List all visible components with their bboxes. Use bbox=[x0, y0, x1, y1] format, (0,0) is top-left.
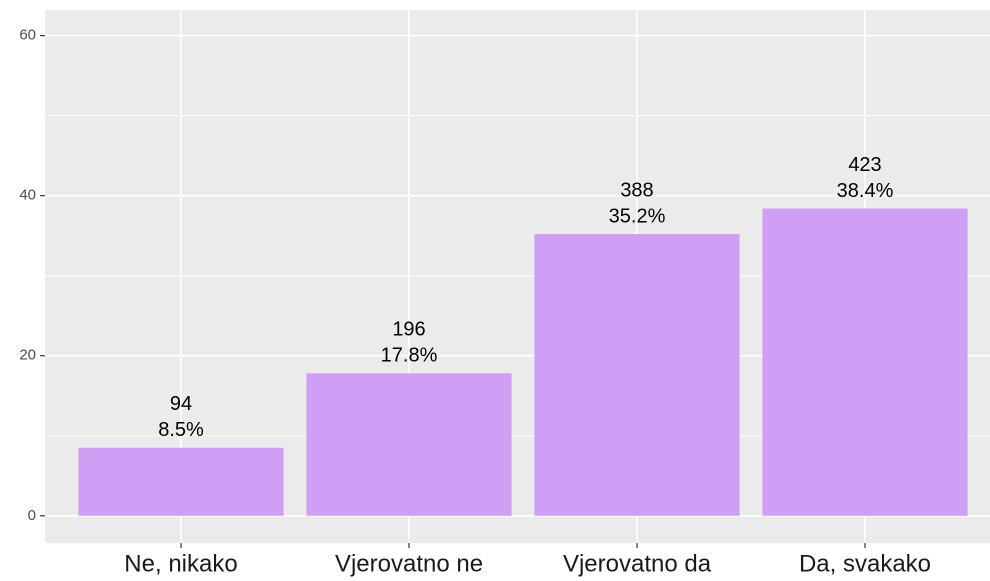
x-tick-label: Vjerovatno da bbox=[563, 550, 712, 577]
x-tick-label: Vjerovatno ne bbox=[335, 550, 483, 577]
y-tick-label: 60 bbox=[19, 27, 36, 44]
y-tick-label: 40 bbox=[19, 187, 36, 204]
bar bbox=[534, 234, 740, 516]
count-label: 423 bbox=[848, 154, 881, 176]
y-tick-label: 0 bbox=[28, 507, 36, 524]
bar bbox=[306, 373, 512, 516]
count-label: 196 bbox=[392, 319, 425, 341]
x-tick-label: Da, svakako bbox=[799, 550, 931, 577]
value-label: 8.5% bbox=[158, 419, 204, 441]
x-tick-label: Ne, nikako bbox=[124, 550, 237, 577]
value-label: 17.8% bbox=[381, 345, 438, 367]
y-tick-label: 20 bbox=[19, 347, 36, 364]
value-label: 38.4% bbox=[837, 180, 894, 202]
bar bbox=[762, 208, 968, 516]
bar bbox=[78, 447, 284, 516]
value-label: 35.2% bbox=[609, 205, 666, 227]
count-label: 388 bbox=[620, 179, 653, 201]
count-label: 94 bbox=[170, 393, 192, 415]
